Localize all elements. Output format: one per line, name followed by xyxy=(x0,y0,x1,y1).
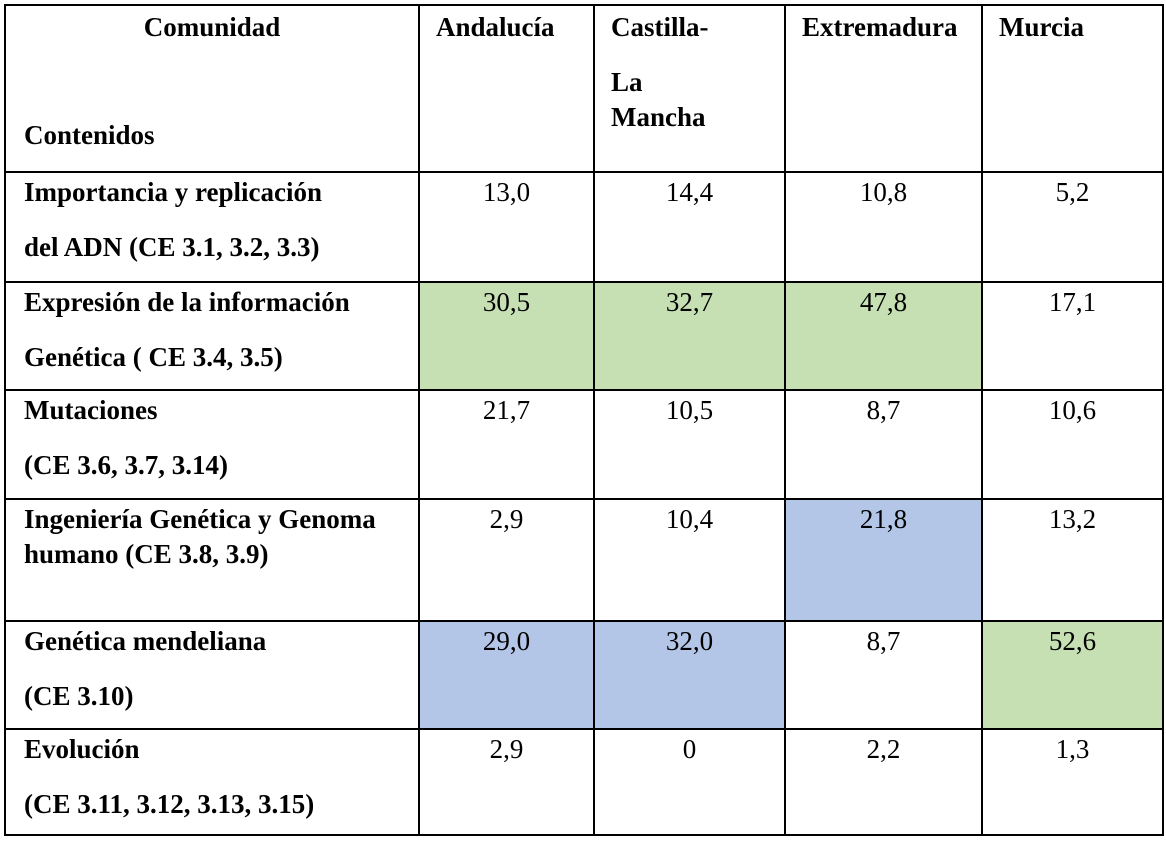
column-header-murcia: Murcia xyxy=(981,4,1164,173)
value-cell: 1,3 xyxy=(981,728,1164,836)
value-cell: 30,5 xyxy=(418,281,595,391)
column-header-extremadura: Extremadura xyxy=(784,4,983,173)
table-row: Evolución (CE 3.11, 3.12, 3.13, 3.15) 2,… xyxy=(4,728,1164,836)
row-label: Importancia y replicación del ADN (CE 3.… xyxy=(4,171,420,283)
row-label: Evolución (CE 3.11, 3.12, 3.13, 3.15) xyxy=(4,728,420,836)
value-cell: 10,5 xyxy=(593,389,786,500)
row-label: Ingeniería Genética y Genoma humano (CE … xyxy=(4,498,420,622)
value-cell: 13,0 xyxy=(418,171,595,283)
table-row: Expresión de la información Genética ( C… xyxy=(4,281,1164,391)
value-cell: 10,8 xyxy=(784,171,983,283)
column-header-castilla-la-mancha: Castilla- La Mancha xyxy=(593,4,786,173)
value-cell: 47,8 xyxy=(784,281,983,391)
header-row: Comunidad Contenidos Andalucía Castilla-… xyxy=(4,4,1164,173)
table-row: Importancia y replicación del ADN (CE 3.… xyxy=(4,171,1164,283)
value-cell: 2,2 xyxy=(784,728,983,836)
value-cell: 52,6 xyxy=(981,620,1164,730)
column-header-andalucia: Andalucía xyxy=(418,4,595,173)
value-cell: 0 xyxy=(593,728,786,836)
community-header-label: Comunidad xyxy=(143,12,281,42)
value-cell: 14,4 xyxy=(593,171,786,283)
value-cell: 32,7 xyxy=(593,281,786,391)
value-cell: 32,0 xyxy=(593,620,786,730)
row-label: Genética mendeliana (CE 3.10) xyxy=(4,620,420,730)
table-row: Genética mendeliana (CE 3.10) 29,0 32,0 … xyxy=(4,620,1164,730)
contents-header-label: Contenidos xyxy=(24,120,155,150)
value-cell: 13,2 xyxy=(981,498,1164,622)
value-cell: 2,9 xyxy=(418,728,595,836)
value-cell: 5,2 xyxy=(981,171,1164,283)
value-cell: 21,8 xyxy=(784,498,983,622)
row-label: Expresión de la información Genética ( C… xyxy=(4,281,420,391)
value-cell: 17,1 xyxy=(981,281,1164,391)
value-cell: 2,9 xyxy=(418,498,595,622)
table-row: Ingeniería Genética y Genoma humano (CE … xyxy=(4,498,1164,622)
value-cell: 8,7 xyxy=(784,620,983,730)
row-label: Mutaciones (CE 3.6, 3.7, 3.14) xyxy=(4,389,420,500)
value-cell: 10,4 xyxy=(593,498,786,622)
value-cell: 10,6 xyxy=(981,389,1164,500)
table-row: Mutaciones (CE 3.6, 3.7, 3.14) 21,7 10,5… xyxy=(4,389,1164,500)
value-cell: 21,7 xyxy=(418,389,595,500)
corner-header-cell: Comunidad Contenidos xyxy=(4,4,420,173)
value-cell: 29,0 xyxy=(418,620,595,730)
contents-by-community-table: Comunidad Contenidos Andalucía Castilla-… xyxy=(4,4,1164,836)
value-cell: 8,7 xyxy=(784,389,983,500)
